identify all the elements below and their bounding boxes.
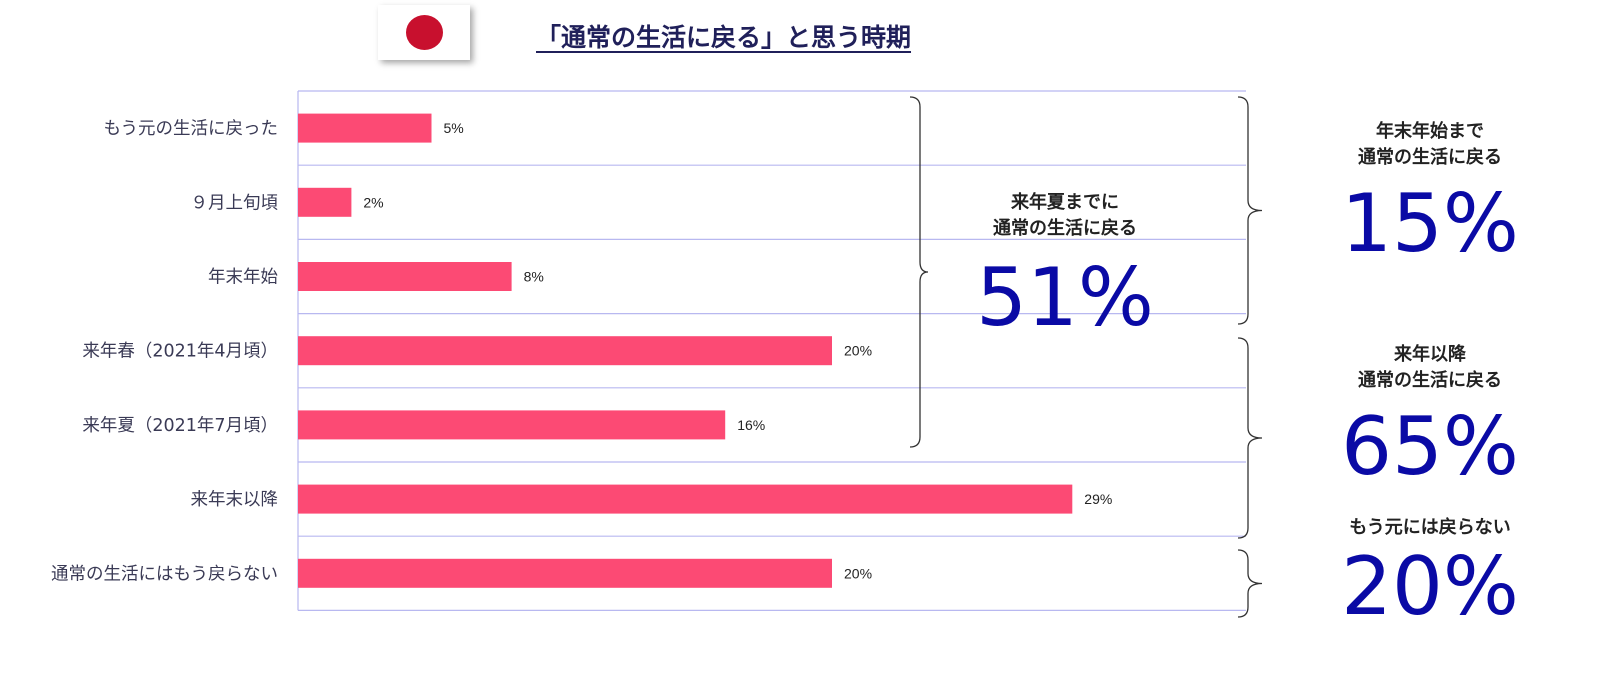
summary-top-value: 15% (1341, 177, 1519, 270)
category-label: 通常の生活にはもう戻らない (51, 564, 278, 584)
brace-summer-icon (909, 96, 929, 448)
bar (298, 187, 352, 217)
summary-never-value: 20% (1341, 540, 1519, 633)
summary-later-label: 来年以降 通常の生活に戻る (1330, 342, 1530, 394)
category-label: ９月上旬頃 (191, 193, 279, 213)
chart-title: 「通常の生活に戻る」と思う時期 (536, 23, 912, 52)
brace-never-icon (1237, 549, 1263, 618)
grid-lines (297, 90, 1246, 612)
category-label: 来年春（2021年4月頃） (82, 342, 278, 362)
bar (298, 113, 432, 143)
category-label: 年末年始 (208, 268, 278, 288)
data-label: 5% (444, 120, 464, 136)
category-label: もう元の生活に戻った (104, 119, 278, 139)
category-label: 来年夏（2021年7月頃） (82, 416, 278, 436)
summary-never-line1: もう元には戻らない (1349, 517, 1511, 538)
data-label: 16% (737, 417, 765, 433)
bar (298, 336, 832, 366)
labels: 5% もう元の生活に戻った 2% ９月上旬頃 8% 年末年始 20% 来年春（2021年4月頃… (51, 119, 1112, 584)
category-label: 来年末以降 (191, 490, 279, 510)
flag-red-disc (406, 15, 443, 50)
summary-mid-line2: 通常の生活に戻る (993, 218, 1137, 239)
bars (298, 113, 1073, 588)
summary-later-line2: 通常の生活に戻る (1358, 370, 1502, 391)
summary-never-label: もう元には戻らない (1320, 515, 1540, 541)
data-label: 2% (363, 194, 383, 210)
japan-flag-icon (378, 5, 470, 60)
brace-yearend-icon (1237, 96, 1263, 325)
summary-later-line1: 来年以降 (1394, 344, 1466, 365)
bar (298, 262, 512, 291)
braces (909, 96, 1263, 618)
data-label: 29% (1084, 491, 1112, 507)
bar (298, 484, 1073, 514)
summary-top-label: 年末年始まで 通常の生活に戻る (1330, 119, 1530, 171)
summary-mid-value: 51% (976, 251, 1154, 344)
summary-mid-line1: 来年夏までに (1011, 192, 1119, 213)
summary-top-line2: 通常の生活に戻る (1358, 147, 1502, 168)
data-label: 20% (844, 343, 872, 359)
bar (298, 410, 726, 440)
brace-nextyear-icon (1237, 337, 1263, 539)
data-label: 20% (844, 565, 872, 581)
summary-top-line1: 年末年始まで (1376, 121, 1484, 142)
summary-later-value: 65% (1341, 400, 1519, 493)
bar (298, 558, 832, 588)
summary-mid-label: 来年夏までに 通常の生活に戻る (955, 190, 1175, 242)
data-label: 8% (524, 269, 544, 285)
